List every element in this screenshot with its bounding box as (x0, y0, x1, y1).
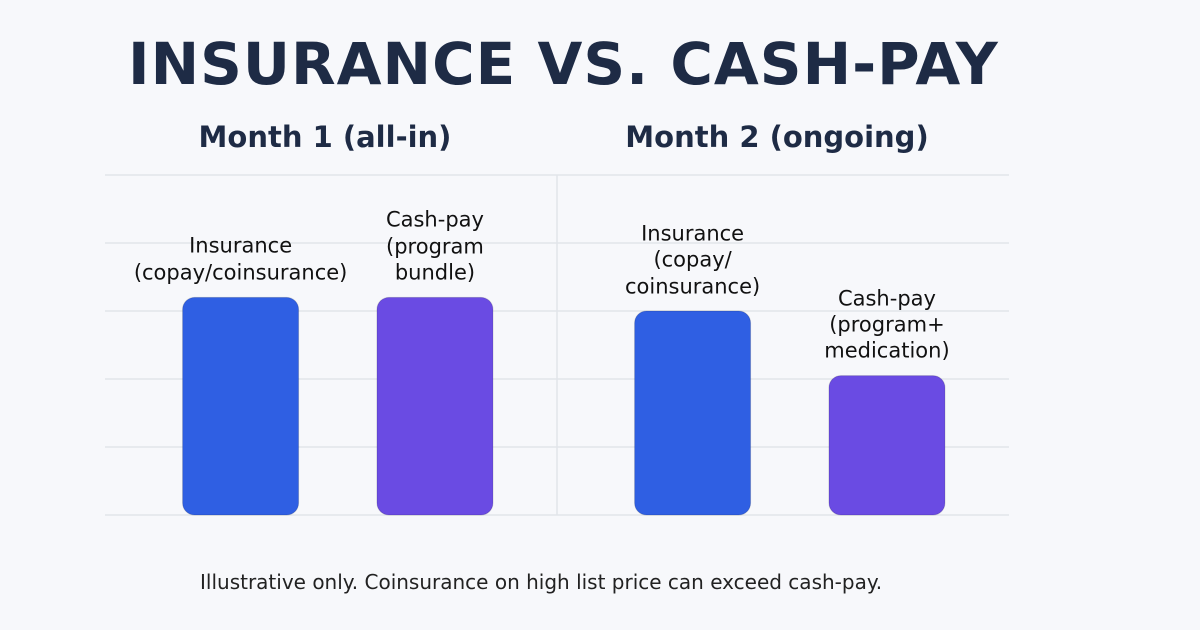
bar-label: Cash-pay (program bundle) (385, 207, 484, 285)
bar (828, 375, 946, 516)
bar-label: Insurance (copay/ coinsurance) (624, 221, 761, 298)
bar (182, 296, 300, 516)
page-title: INSURANCE VS. CASH-PAY (128, 30, 999, 98)
bar (376, 296, 494, 516)
bar (634, 310, 752, 516)
bar-label: Cash-pay (program+ medication) (824, 285, 950, 363)
panel-title: Month 2 (ongoing) (625, 120, 929, 154)
panel-title: Month 1 (all-in) (198, 120, 452, 154)
bar-label: Insurance (copay/coinsurance) (133, 233, 348, 285)
footnote: Illustrative only. Coinsurance on high l… (200, 570, 883, 594)
